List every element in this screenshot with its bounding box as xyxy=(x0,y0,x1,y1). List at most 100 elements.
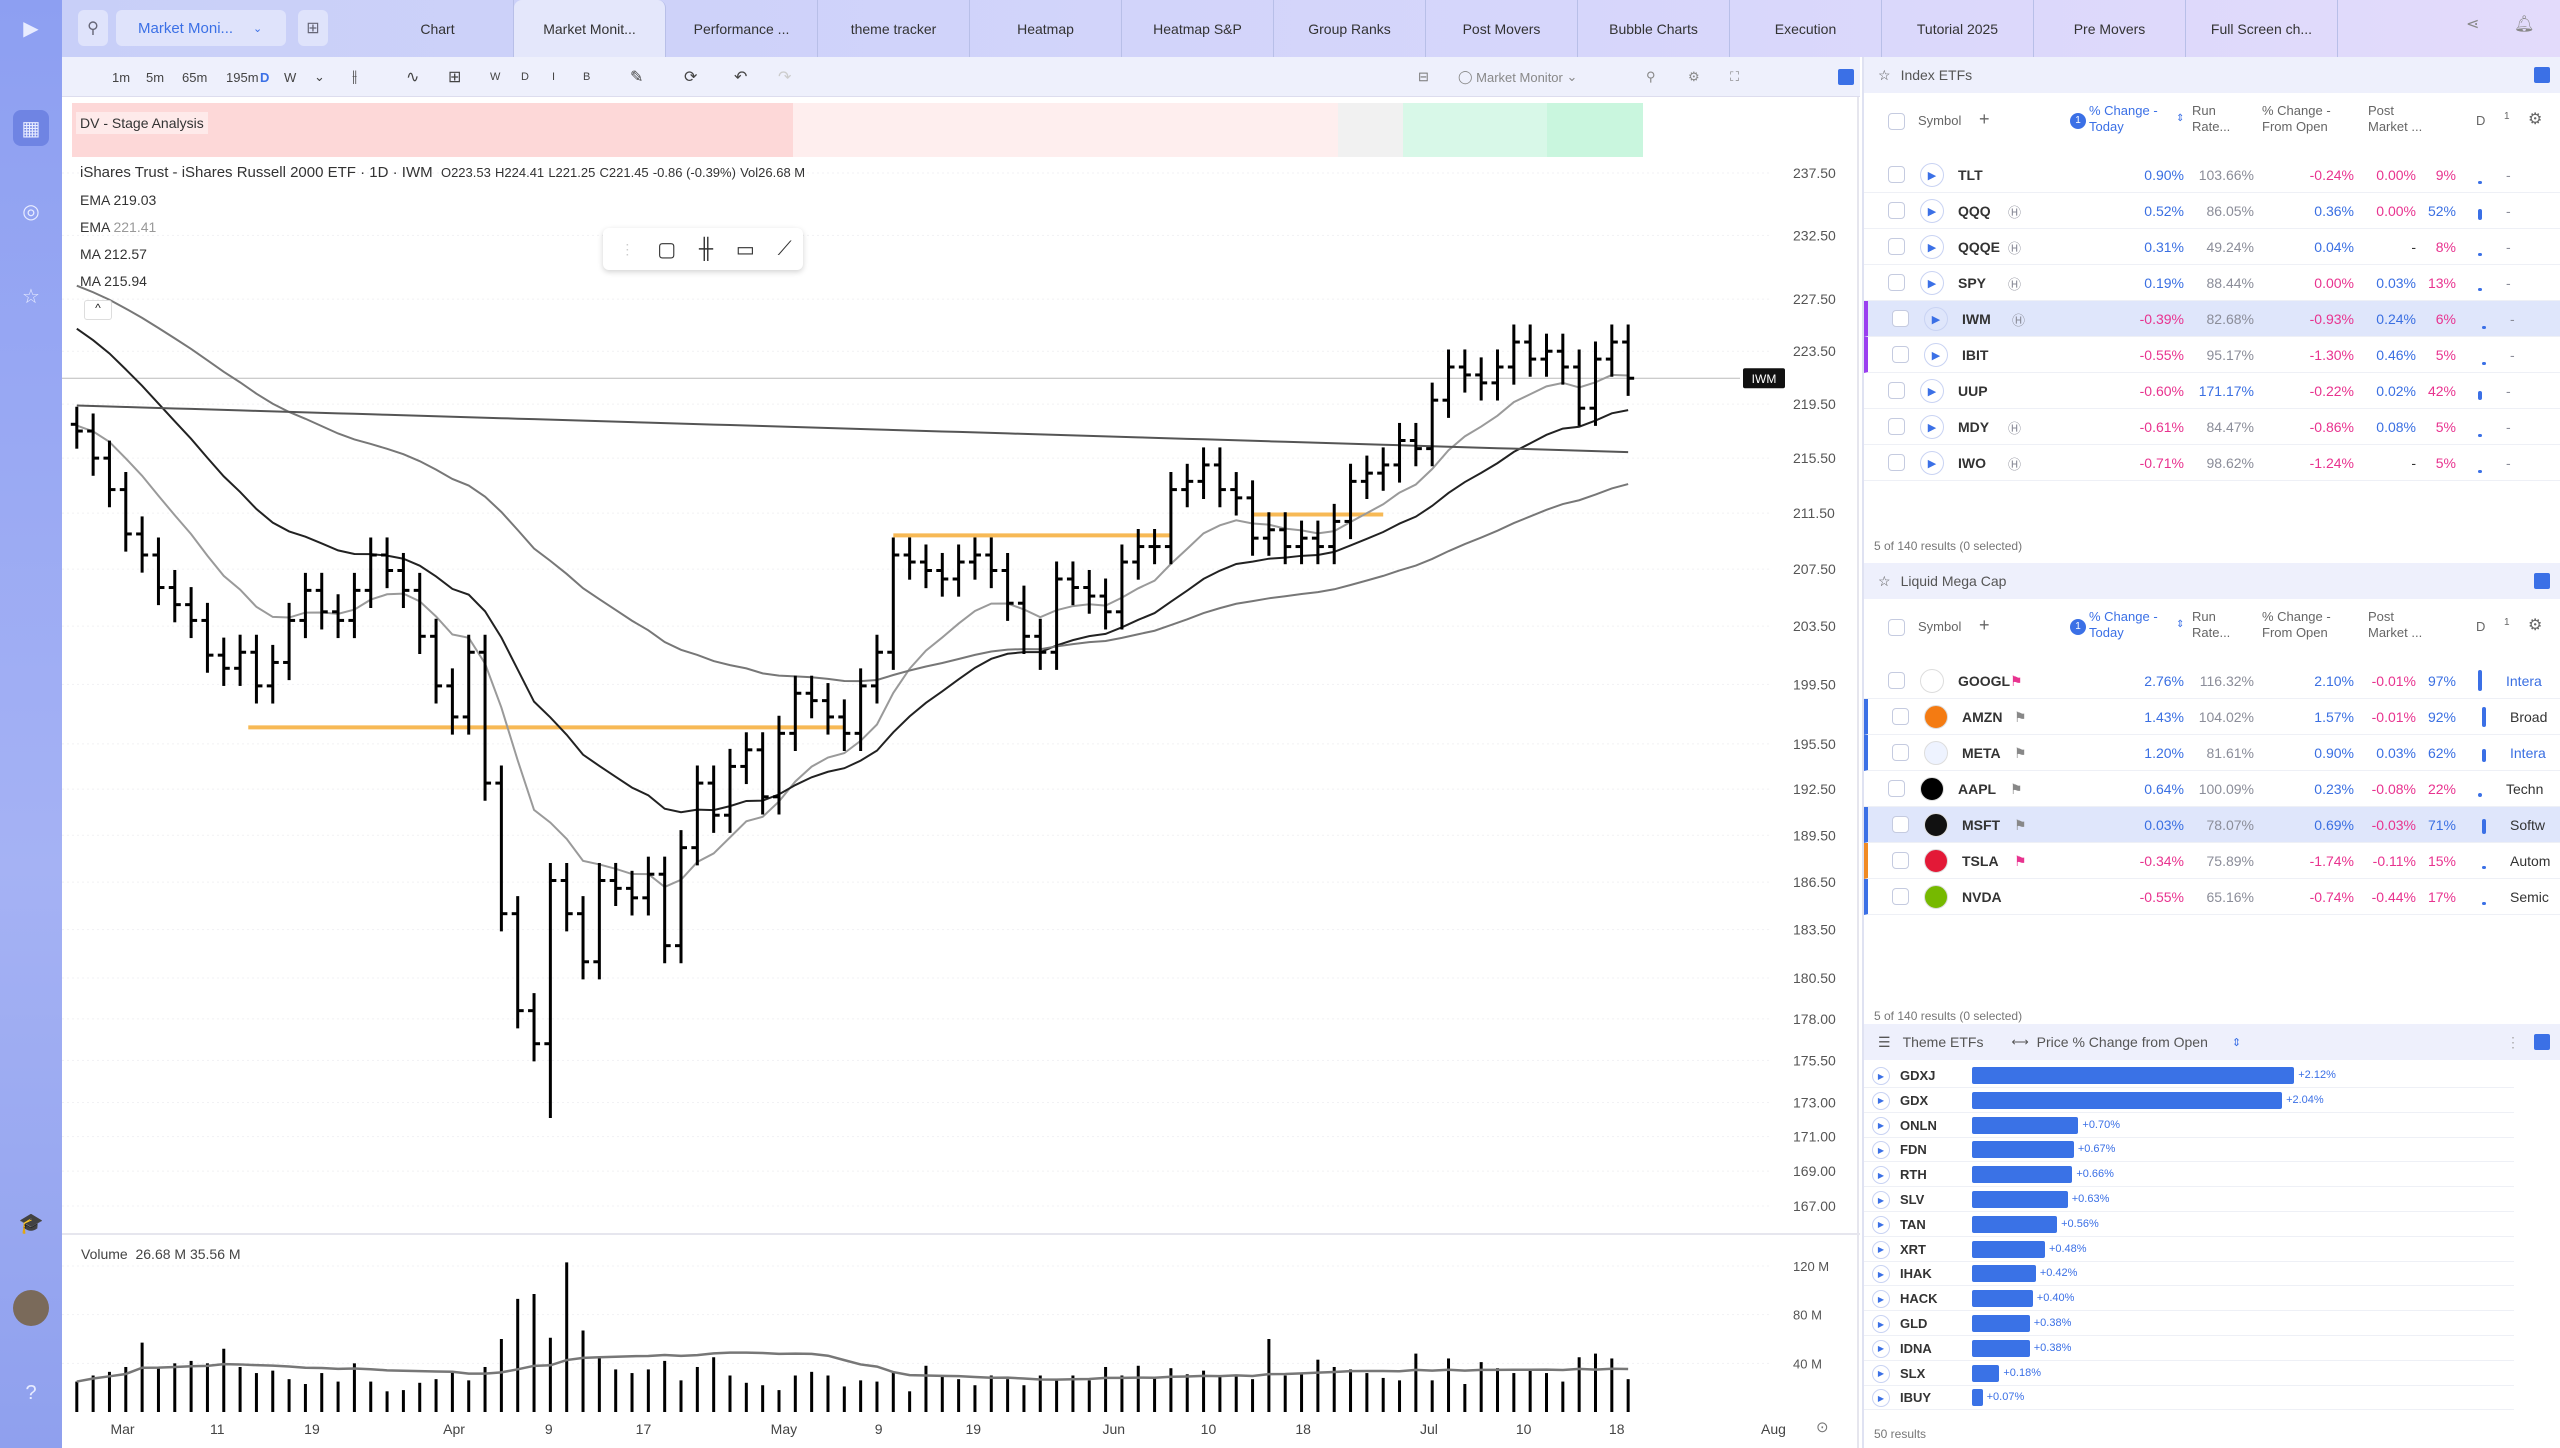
indicators-icon[interactable]: ∿ xyxy=(406,69,420,86)
play-icon[interactable]: ▶ xyxy=(1920,271,1944,295)
theme-bar-row[interactable]: ▶ HACK +0.40% xyxy=(1864,1287,2514,1312)
play-icon[interactable]: ▶ xyxy=(1920,163,1944,187)
theme-symbol[interactable]: GLD xyxy=(1900,1316,1928,1331)
play-icon[interactable]: ▶ xyxy=(1920,235,1944,259)
theme-symbol[interactable]: HACK xyxy=(1900,1291,1938,1307)
symbol[interactable]: QQQ xyxy=(1958,203,1991,219)
flag-icon[interactable]: ⚑ xyxy=(2014,852,2027,869)
mode-button-I[interactable]: I xyxy=(552,71,556,83)
theme-bar-row[interactable]: ▶ TAN +0.56% xyxy=(1864,1213,2514,1237)
templates-icon[interactable]: ⊞ xyxy=(448,69,462,86)
index_etfs-open-header[interactable]: % Change - From Open xyxy=(2262,103,2331,134)
holdings-h-icon[interactable]: Ⓗ xyxy=(2008,420,2022,436)
row-checkbox[interactable] xyxy=(1888,238,1905,255)
play-icon[interactable]: ▶ xyxy=(1872,1166,1890,1185)
theme-symbol[interactable]: SLV xyxy=(1900,1192,1925,1207)
bell-icon[interactable]: 🔔︎ xyxy=(2514,16,2535,33)
tab-2[interactable]: Performance ... xyxy=(666,0,818,57)
mode-button-D[interactable]: D xyxy=(521,71,529,83)
symbol[interactable]: TLT xyxy=(1958,167,1983,183)
play-icon[interactable]: ▶ xyxy=(1872,1364,1890,1383)
row-checkbox[interactable] xyxy=(1888,166,1905,183)
row-checkbox[interactable] xyxy=(1892,816,1909,833)
layouts-icon[interactable]: ▦ xyxy=(13,110,49,146)
interval-1m[interactable]: 1m xyxy=(112,69,131,85)
collapse-legend-button[interactable]: ^ xyxy=(84,300,112,320)
symbol[interactable]: UUP xyxy=(1958,383,1988,399)
theme-symbol[interactable]: GDXJ xyxy=(1900,1068,1936,1083)
tab-0[interactable]: Chart xyxy=(362,0,514,57)
tab-12[interactable]: Full Screen ch... xyxy=(2186,0,2338,57)
theme-bar-row[interactable]: ▶ FDN +0.67% xyxy=(1864,1138,2514,1163)
interval-195m[interactable]: 195m xyxy=(226,69,259,85)
theme-bar-row[interactable]: ▶ IDNA +0.38% xyxy=(1864,1337,2514,1361)
theme-bar-row[interactable]: ▶ ONLN +0.70% xyxy=(1864,1114,2514,1138)
row-checkbox[interactable] xyxy=(1888,454,1905,471)
line-tool-icon[interactable]: ⟋ xyxy=(777,237,792,260)
theme-symbol[interactable]: TAN xyxy=(1900,1216,1926,1232)
undo-icon[interactable]: ↶ xyxy=(734,69,748,86)
play-icon[interactable]: ▶ xyxy=(1920,451,1944,475)
theme-symbol[interactable]: IBUY xyxy=(1900,1390,1932,1406)
drag-handle-icon[interactable]: ⋮ xyxy=(620,240,635,257)
avatar[interactable] xyxy=(13,1290,49,1326)
symbol[interactable]: QQQE xyxy=(1958,239,2001,255)
theme-bar-row[interactable]: ▶ IBUY +0.07% xyxy=(1864,1386,2514,1411)
mega_cap-settings-gear-icon[interactable]: ⚙ xyxy=(2528,617,2543,634)
tab-7[interactable]: Post Movers xyxy=(1426,0,1578,57)
theme-bar-row[interactable]: ▶ SLV +0.63% xyxy=(1864,1188,2514,1212)
symbol[interactable]: IWM xyxy=(1962,311,1991,327)
theme-symbol[interactable]: FDN xyxy=(1900,1142,1927,1158)
logo-play-icon[interactable]: ▶ xyxy=(23,17,39,40)
axis-settings-icon[interactable]: ⊙ xyxy=(1816,1419,1829,1436)
help-icon[interactable]: ? xyxy=(25,1381,37,1404)
row-checkbox[interactable] xyxy=(1892,346,1909,363)
row-checkbox[interactable] xyxy=(1888,672,1905,689)
table-row[interactable]: ▶ IBIT -0.55% 95.17% -1.30% 0.46% 5% - xyxy=(1864,337,2560,373)
flag-icon[interactable]: ⚑ xyxy=(2010,780,2023,797)
bar-style-icon[interactable]: ⫲ xyxy=(352,68,358,85)
mode-button-B[interactable]: B xyxy=(583,71,591,83)
indicator-2[interactable]: MA 212.57 xyxy=(80,246,156,273)
mega_cap-select-all-checkbox[interactable] xyxy=(1888,619,1905,636)
symbol[interactable]: MSFT xyxy=(1962,817,2001,833)
row-checkbox[interactable] xyxy=(1888,202,1905,219)
table-row[interactable]: NVDA -0.55% 65.16% -0.74% -0.44% 17% Semic xyxy=(1864,879,2560,915)
symbol[interactable]: MDY xyxy=(1958,419,1990,435)
symbol[interactable]: NVDA xyxy=(1962,889,2002,905)
tab-9[interactable]: Execution xyxy=(1730,0,1882,57)
mega_cap-link-square[interactable] xyxy=(2534,573,2550,589)
table-row[interactable]: META ⚑ 1.20% 81.61% 0.90% 0.03% 62% Intera xyxy=(1864,735,2560,771)
index_etfs-add-column-icon[interactable]: + xyxy=(1979,109,1990,129)
refresh-icon[interactable]: ⟳ xyxy=(684,69,698,86)
workspace-dropdown[interactable]: Market Moni... ⌄ xyxy=(116,10,286,46)
interval-more-chevron-icon[interactable]: ⌄ xyxy=(314,69,325,84)
theme-bar-row[interactable]: ▶ XRT +0.48% xyxy=(1864,1238,2514,1262)
tab-10[interactable]: Tutorial 2025 xyxy=(1882,0,2034,57)
index_etfs-select-all-checkbox[interactable] xyxy=(1888,113,1905,130)
tab-6[interactable]: Group Ranks xyxy=(1274,0,1426,57)
index_etfs-chg-header[interactable]: % Change - Today xyxy=(2089,103,2158,134)
table-row[interactable]: ▶ IWO Ⓗ -0.71% 98.62% -1.24% - 5% - xyxy=(1864,445,2560,481)
table-row[interactable]: ▶ QQQE Ⓗ 0.31% 49.24% 0.04% - 8% - xyxy=(1864,229,2560,265)
theme-symbol[interactable]: XRT xyxy=(1900,1241,1926,1257)
index_etfs-star-icon[interactable]: ☆ xyxy=(1878,66,1891,83)
play-icon[interactable]: ▶ xyxy=(1924,307,1948,331)
pencil-icon[interactable]: ✎ xyxy=(630,69,644,86)
education-icon[interactable]: 🎓 xyxy=(18,1212,44,1235)
theme-symbol[interactable]: SLX xyxy=(1900,1365,1926,1381)
star-icon[interactable]: ☆ xyxy=(22,285,40,308)
row-checkbox[interactable] xyxy=(1892,852,1909,869)
table-row[interactable]: AAPL ⚑ 0.64% 100.09% 0.23% -0.08% 22% Techn xyxy=(1864,771,2560,807)
tab-11[interactable]: Pre Movers xyxy=(2034,0,2186,57)
play-icon[interactable]: ▶ xyxy=(1872,1389,1890,1408)
symbol[interactable]: META xyxy=(1962,745,2001,761)
row-checkbox[interactable] xyxy=(1892,310,1909,327)
interval-D[interactable]: D xyxy=(260,69,270,85)
layout-selector[interactable]: ◯ Market Monitor ⌄ xyxy=(1458,69,1578,85)
comment-tool-icon[interactable]: ▭ xyxy=(735,238,755,261)
theme-symbol[interactable]: IDNA xyxy=(1900,1340,1932,1356)
candle-tool-icon[interactable]: ╫ xyxy=(698,237,714,260)
theme-bar-row[interactable]: ▶ GDXJ +2.12% xyxy=(1864,1064,2514,1088)
alert-icon[interactable]: ⚲ xyxy=(1646,69,1656,84)
